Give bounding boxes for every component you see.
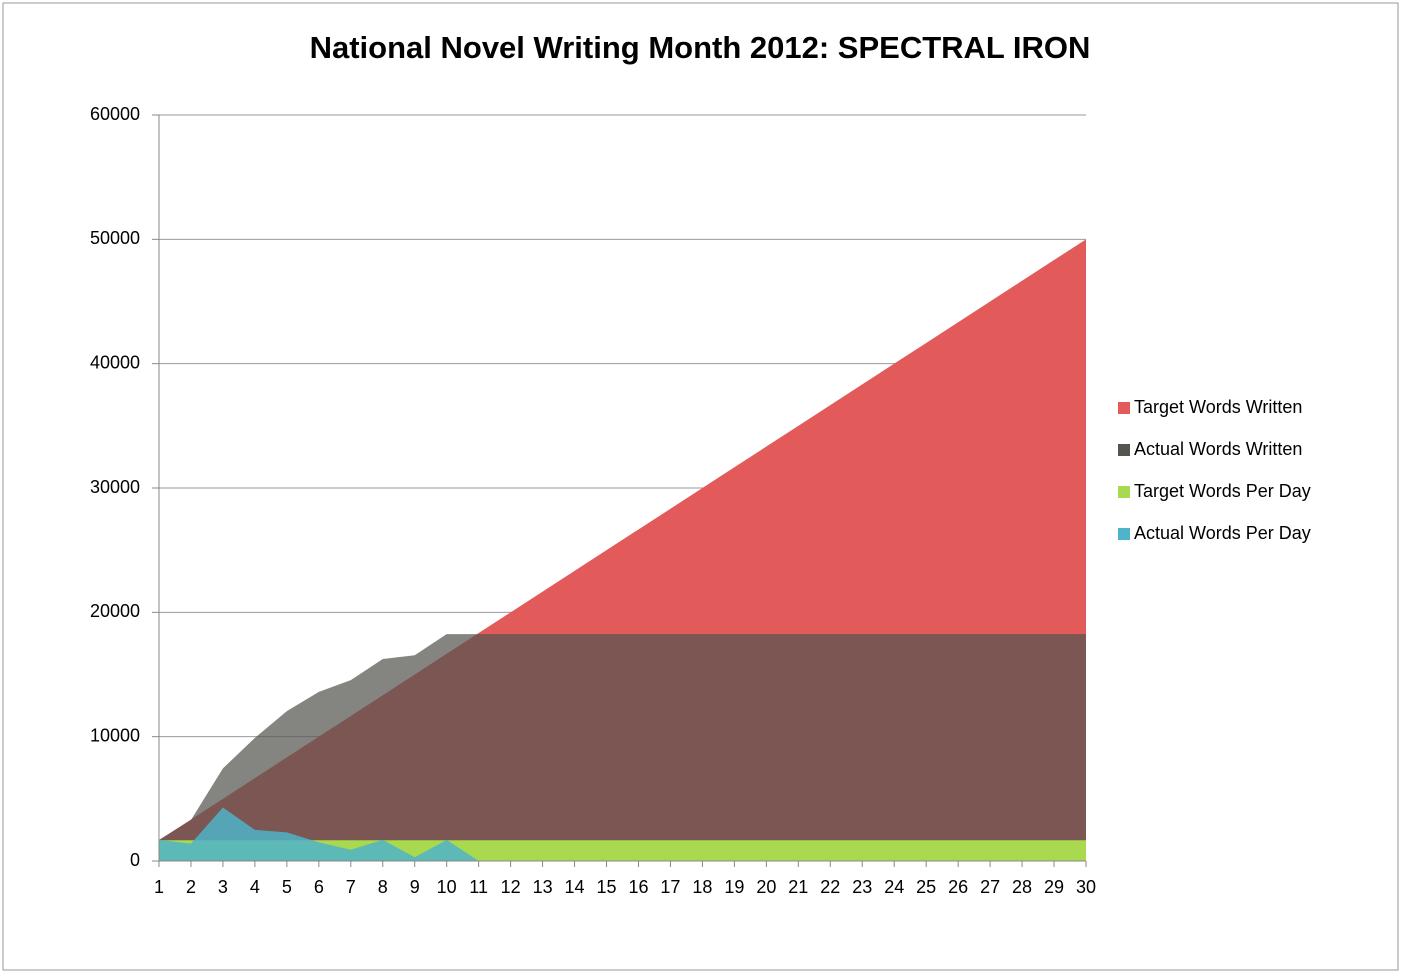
x-tick-label: 9	[410, 877, 420, 897]
x-tick-label: 25	[916, 877, 936, 897]
x-tick-label: 14	[565, 877, 585, 897]
x-tick-label: 17	[660, 877, 680, 897]
x-tick-label: 24	[884, 877, 904, 897]
x-tick-label: 30	[1076, 877, 1096, 897]
y-tick-label: 0	[130, 850, 140, 870]
y-tick-label: 10000	[90, 725, 140, 745]
x-tick-label: 5	[282, 877, 292, 897]
x-tick-label: 3	[218, 877, 228, 897]
legend-swatch	[1118, 528, 1130, 540]
area	[159, 634, 1086, 861]
x-tick-label: 20	[756, 877, 776, 897]
x-tick-label: 21	[788, 877, 808, 897]
x-tick-label: 27	[980, 877, 1000, 897]
y-tick-label: 40000	[90, 352, 140, 372]
y-tick-label: 60000	[90, 104, 140, 124]
legend-swatch	[1118, 402, 1130, 414]
legend-label: Target Words Written	[1134, 397, 1302, 417]
x-tick-label: 29	[1044, 877, 1064, 897]
legend-label: Target Words Per Day	[1134, 481, 1311, 501]
legend-label: Actual Words Per Day	[1134, 523, 1311, 543]
x-tick-label: 6	[314, 877, 324, 897]
x-tick-label: 22	[820, 877, 840, 897]
legend-swatch	[1118, 444, 1130, 456]
x-tick-label: 1	[154, 877, 164, 897]
x-tick-label: 15	[597, 877, 617, 897]
x-tick-label: 7	[346, 877, 356, 897]
y-tick-label: 50000	[90, 228, 140, 248]
x-tick-label: 28	[1012, 877, 1032, 897]
x-tick-label: 13	[533, 877, 553, 897]
legend-label: Actual Words Written	[1134, 439, 1302, 459]
x-tick-label: 18	[692, 877, 712, 897]
chart-title: National Novel Writing Month 2012: SPECT…	[310, 30, 1091, 65]
y-tick-label: 30000	[90, 477, 140, 497]
y-tick-label: 20000	[90, 601, 140, 621]
legend-swatch	[1118, 486, 1130, 498]
x-tick-label: 8	[378, 877, 388, 897]
x-tick-label: 4	[250, 877, 260, 897]
x-tick-label: 26	[948, 877, 968, 897]
x-tick-label: 19	[724, 877, 744, 897]
x-tick-label: 12	[501, 877, 521, 897]
x-tick-label: 23	[852, 877, 872, 897]
x-tick-label: 10	[437, 877, 457, 897]
x-tick-label: 11	[469, 877, 488, 897]
x-tick-label: 16	[628, 877, 648, 897]
x-tick-label: 2	[186, 877, 196, 897]
area	[159, 807, 1086, 861]
